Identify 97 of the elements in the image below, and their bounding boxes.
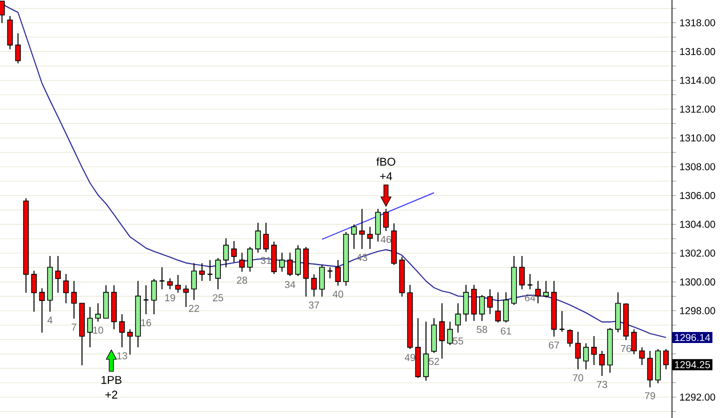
x-tick-label: 19 — [165, 294, 176, 302]
y-tick-label: 1312.00 — [680, 106, 716, 113]
candlestick — [287, 252, 293, 277]
annotation: fBO — [376, 157, 396, 166]
candlestick — [127, 328, 133, 356]
y-tick-label: 1304.00 — [680, 220, 716, 228]
x-tick-label: 22 — [188, 304, 200, 312]
candlestick — [423, 321, 429, 382]
x-tick-label: 13 — [117, 352, 128, 360]
x-tick-label: 37 — [308, 302, 320, 309]
candlestick — [183, 284, 189, 308]
x-tick-label: 28 — [236, 276, 248, 284]
candlestick — [239, 252, 245, 272]
y-tick-label: 1306.00 — [680, 192, 716, 200]
candlestick — [519, 256, 525, 290]
x-tick-label: 70 — [572, 374, 584, 382]
x-tick-label: 40 — [332, 290, 344, 298]
candlestick — [383, 208, 389, 232]
candlestick — [375, 208, 381, 242]
x-tick-label: 52 — [428, 358, 440, 365]
candlestick — [359, 208, 365, 250]
candlestick — [583, 342, 589, 370]
candlestick — [31, 270, 37, 312]
x-tick-label: 79 — [644, 392, 656, 400]
x-tick-label: 67 — [548, 342, 560, 349]
candlestick — [215, 258, 221, 290]
candlestick — [639, 346, 645, 366]
candlestick — [247, 246, 253, 272]
y-tick-label: 1308.00 — [680, 163, 716, 170]
candlestick — [119, 314, 125, 348]
candlestick — [495, 292, 501, 324]
x-tick-label: 55 — [452, 338, 464, 345]
candlestick — [463, 284, 469, 322]
x-tick-label: 58 — [476, 326, 488, 333]
candlestick — [231, 240, 237, 263]
candlestick — [439, 302, 445, 360]
candlestick — [335, 260, 341, 286]
candlestick — [167, 278, 173, 290]
candlestick — [311, 274, 317, 298]
candlestick — [15, 32, 21, 64]
x-tick-label: 34 — [284, 280, 296, 288]
candlestick — [647, 350, 653, 388]
candlestick — [479, 294, 485, 322]
y-tick-label: 1316.00 — [680, 48, 716, 56]
candlestick — [63, 274, 69, 304]
text: 1296.14 — [675, 334, 710, 342]
x-tick-label: 61 — [500, 327, 512, 335]
candlestick — [71, 280, 77, 320]
x-tick-label: 73 — [596, 380, 608, 388]
annotation: 1PB — [101, 376, 122, 384]
y-tick-label: 1302.00 — [680, 250, 716, 257]
y-tick-label: 1300.00 — [680, 278, 716, 286]
candlestick — [543, 280, 549, 298]
candlestick — [0, 0, 5, 24]
candlestick — [663, 348, 669, 370]
candlestick — [599, 350, 605, 376]
x-tick-label: 49 — [404, 354, 416, 362]
candlestick — [367, 226, 373, 250]
annotation: +4 — [380, 172, 392, 180]
y-tick-label: 1298.00 — [680, 307, 716, 314]
y-tick-label: 1314.00 — [680, 76, 716, 84]
candlestick — [591, 336, 597, 366]
candlestick — [319, 264, 325, 298]
x-tick-label: 4 — [47, 316, 52, 324]
candlestick — [279, 252, 285, 272]
candlestick — [455, 302, 461, 334]
candlestick — [199, 262, 205, 282]
x-tick-label: 7 — [72, 324, 76, 330]
candlestick — [535, 280, 541, 304]
candlestick — [55, 256, 61, 294]
candlestick — [351, 224, 357, 250]
candlestick — [39, 288, 45, 334]
candlestick — [87, 306, 93, 348]
candlestick — [447, 321, 453, 346]
candlestick — [223, 238, 229, 268]
y-tick-label: 1318.00 — [680, 19, 716, 26]
y-tick-label: 1310.00 — [680, 134, 716, 142]
candlestick — [95, 302, 101, 322]
candlestick — [175, 274, 181, 294]
candlestick — [151, 278, 157, 315]
candlestick — [191, 262, 197, 300]
x-tick-label: 64 — [524, 294, 536, 302]
x-tick-label: 25 — [212, 294, 224, 302]
x-tick-label: 10 — [93, 326, 104, 334]
candlestick — [255, 222, 261, 254]
y-tick-label: 1292.00 — [680, 394, 716, 401]
candlestick — [487, 288, 493, 315]
candlestick — [559, 310, 565, 332]
annotation: +2 — [105, 390, 118, 399]
text: 1294.25 — [675, 361, 710, 368]
candlestick — [575, 331, 581, 370]
x-tick-label: 16 — [141, 319, 152, 326]
candlestick — [263, 222, 269, 252]
candlestick — [207, 260, 213, 282]
candlestick — [503, 292, 509, 324]
candlestick — [567, 328, 573, 348]
candlestick — [631, 328, 637, 355]
